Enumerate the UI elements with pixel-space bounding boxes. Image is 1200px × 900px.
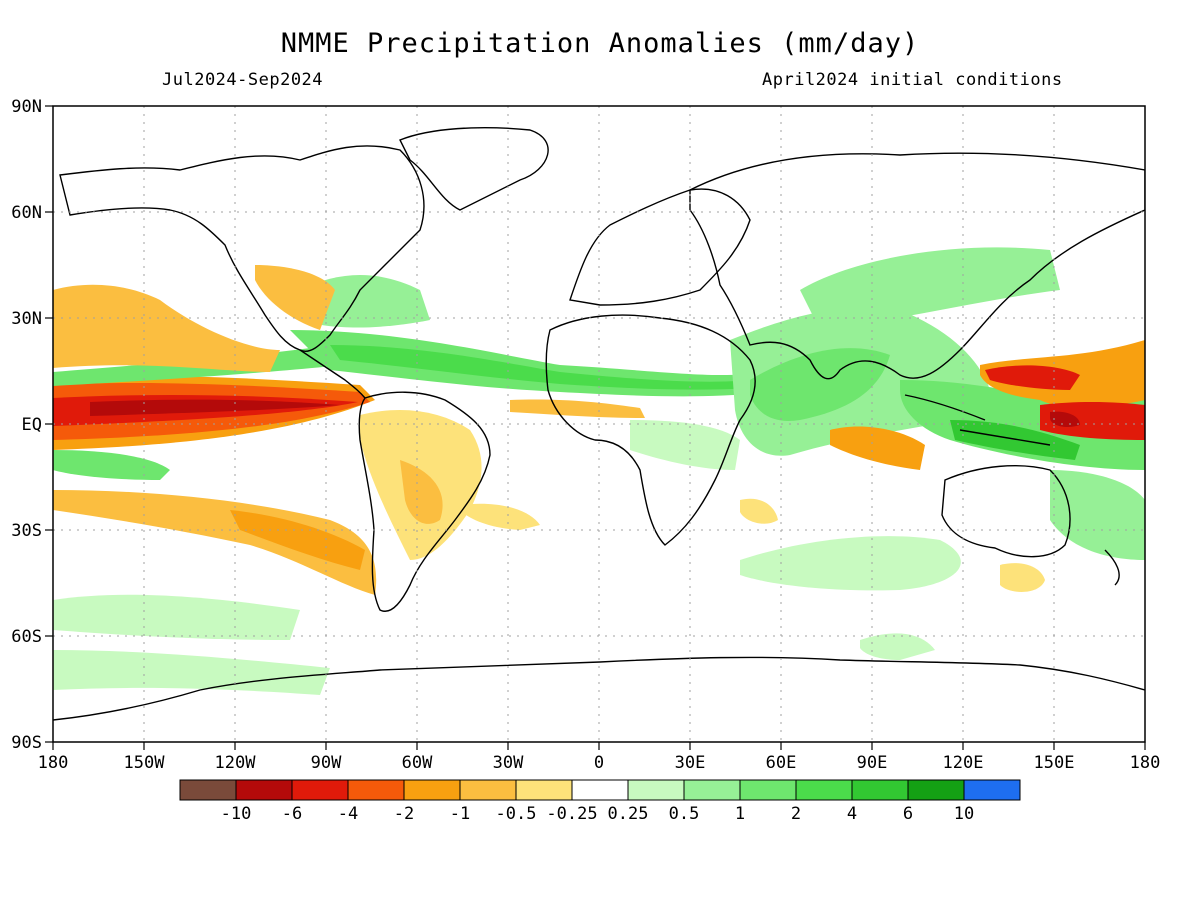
anomaly-wet-africa — [630, 420, 740, 470]
anomaly-wet-southern-ocean-w — [53, 594, 300, 640]
anomaly-dry-indian-ocean — [830, 426, 925, 470]
lon-label: 90E — [857, 753, 888, 773]
lon-label: 60W — [402, 753, 433, 773]
lon-label: 150W — [124, 753, 166, 773]
anomaly-dry-south-pacific-core — [230, 510, 365, 570]
axis-ticks — [45, 105, 1146, 750]
colorbar-swatch — [347, 779, 405, 801]
lon-label: 180 — [38, 753, 69, 773]
lon-label: 0 — [594, 753, 604, 773]
anomaly-wet-se-pacific — [1050, 470, 1145, 560]
colorbar-swatch — [403, 779, 461, 801]
anomaly-wet-indian-core — [750, 348, 890, 421]
lat-label: 30S — [11, 521, 42, 541]
anomaly-dry-tasman — [1000, 563, 1045, 592]
anomaly-dry-western-us — [255, 265, 335, 330]
colorbar-swatch — [795, 779, 853, 801]
colorbar-swatch — [571, 779, 629, 801]
lon-label: 120E — [943, 753, 984, 773]
anomaly-dry-south-atlantic — [460, 503, 540, 530]
colorbar-label: -1 — [450, 804, 470, 824]
lat-label: 60N — [11, 203, 42, 223]
colorbar-swatch — [459, 779, 517, 801]
anomaly-wet-southern-ocean-s — [53, 650, 330, 695]
anomaly-dry-central-pacific-core — [1050, 411, 1080, 428]
south-america-outline — [358, 391, 491, 612]
colorbar: -10 -6 -4 -2 -1 -0.5 -0.25 0.25 0.5 1 2 4 6 10 — [179, 779, 1021, 824]
graticule — [53, 106, 1145, 742]
lon-label: 150E — [1034, 753, 1075, 773]
australia-outline — [941, 464, 1071, 558]
colorbar-label: -4 — [338, 804, 358, 824]
lat-label: EQ — [22, 415, 42, 435]
colorbar-label: 0.25 — [608, 804, 649, 824]
colorbar-label: 4 — [847, 804, 857, 824]
north-america-outline — [59, 145, 425, 352]
europe-outline — [569, 188, 751, 306]
lon-label: 60E — [766, 753, 797, 773]
maritime-continent-outline — [904, 394, 1051, 446]
colorbar-label: 0.5 — [669, 804, 700, 824]
colorbar-label: 1 — [735, 804, 745, 824]
anomaly-wet-south-pacific — [53, 450, 170, 480]
colorbar-swatch — [683, 779, 741, 801]
anomaly-dry-madagascar — [740, 498, 778, 524]
anomaly-dry-west-pacific-core — [985, 365, 1080, 390]
anomaly-dry-central-pacific — [1040, 401, 1145, 440]
anomaly-dry-atlantic-eq — [510, 399, 645, 418]
antarctica-outline — [53, 656, 1145, 721]
colorbar-label: 6 — [903, 804, 913, 824]
colorbar-swatch — [963, 779, 1021, 801]
anomaly-wet-west-pacific-core — [950, 420, 1080, 460]
anomaly-wet-atlantic-core — [330, 345, 752, 390]
colorbar-swatch — [179, 779, 237, 801]
lon-label: 30E — [675, 753, 706, 773]
anomaly-dry-south-america-core — [400, 460, 443, 524]
colorbar-swatch — [235, 779, 293, 801]
anomaly-wet-south-indian — [740, 536, 961, 591]
lon-label: 30W — [493, 753, 524, 773]
new-zealand-outline — [1104, 549, 1120, 586]
central-america-outline — [299, 349, 366, 399]
initial-conditions: April2024 initial conditions — [762, 70, 1063, 90]
anomaly-field — [53, 247, 1145, 695]
lat-label: 60S — [11, 627, 42, 647]
colorbar-swatch — [739, 779, 797, 801]
colorbar-swatch — [627, 779, 685, 801]
map-title: NMME Precipitation Anomalies (mm/day) — [280, 28, 920, 59]
colorbar-swatch — [851, 779, 909, 801]
colorbar-label: 10 — [954, 804, 974, 824]
anomaly-dry-south-pacific — [53, 490, 377, 595]
anomaly-dry-pacific-core — [90, 399, 340, 416]
asia-outline — [689, 152, 1145, 380]
longitude-labels: 180 150W 120W 90W 60W 30W 0 30E 60E 90E … — [38, 753, 1161, 773]
colorbar-label: -0.25 — [546, 804, 597, 824]
coastlines — [53, 127, 1145, 721]
colorbar-swatch — [907, 779, 965, 801]
lat-label: 30N — [11, 309, 42, 329]
colorbar-label: -10 — [221, 804, 252, 824]
lat-label: 90S — [11, 733, 42, 753]
forecast-period: Jul2024-Sep2024 — [162, 70, 324, 90]
colorbar-label: -0.5 — [496, 804, 537, 824]
anomaly-dry-ne-pacific — [53, 284, 280, 372]
lon-label: 120W — [215, 753, 257, 773]
africa-outline — [545, 314, 756, 546]
lat-label: 90N — [11, 97, 42, 117]
lon-label: 180 — [1130, 753, 1161, 773]
colorbar-swatch — [515, 779, 573, 801]
greenland-outline — [399, 127, 549, 211]
anomaly-wet-asia — [800, 247, 1060, 330]
colorbar-label: -2 — [394, 804, 414, 824]
anomaly-wet-antarctic-coast — [860, 633, 935, 660]
latitude-labels: 90N 60N 30N EQ 30S 60S 90S — [11, 97, 42, 753]
colorbar-label: -6 — [282, 804, 302, 824]
lon-label: 90W — [311, 753, 342, 773]
colorbar-label: 2 — [791, 804, 801, 824]
colorbar-swatch — [291, 779, 349, 801]
